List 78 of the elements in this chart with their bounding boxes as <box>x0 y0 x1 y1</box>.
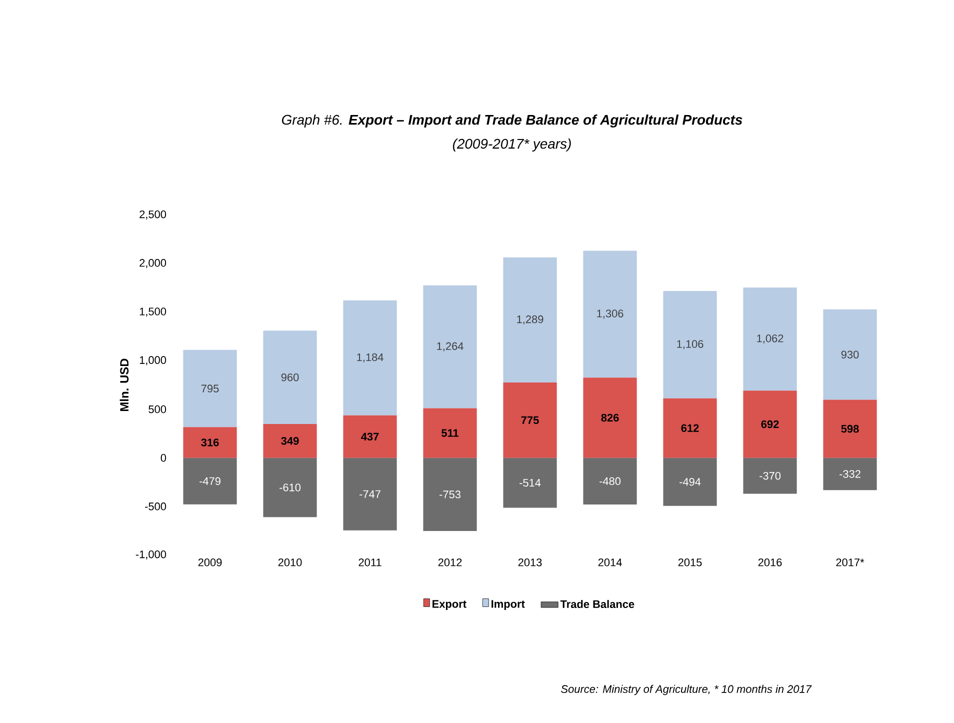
legend-label: Trade Balance <box>560 600 634 608</box>
data-label: 960 <box>281 373 299 382</box>
bar <box>583 250 637 378</box>
data-label: -494 <box>680 478 701 486</box>
x-tick-label: 2014 <box>598 558 622 566</box>
x-tick-label: 2015 <box>678 558 702 566</box>
x-tick-label: 2013 <box>518 558 542 566</box>
y-tick-label: -500 <box>145 502 166 510</box>
data-label: 1,184 <box>357 353 384 362</box>
y-tick-label: 0 <box>160 454 166 462</box>
data-label: -747 <box>360 490 380 498</box>
data-label: 795 <box>201 384 219 392</box>
data-label: -332 <box>840 470 860 478</box>
x-tick-label: 2009 <box>198 558 222 566</box>
bar <box>743 458 797 494</box>
data-label: 1,062 <box>757 334 784 344</box>
bar <box>343 300 397 416</box>
bar <box>823 400 877 458</box>
bar <box>423 458 477 531</box>
bar <box>663 398 717 458</box>
data-label: 511 <box>442 429 459 437</box>
bar <box>503 257 557 383</box>
bar <box>183 350 237 428</box>
x-tick-label: 2011 <box>358 558 382 566</box>
y-tick-label: 500 <box>148 405 166 414</box>
data-label: 349 <box>281 437 299 445</box>
data-label: -514 <box>520 478 541 487</box>
data-label: 930 <box>841 350 859 358</box>
data-label: 1,106 <box>677 340 704 350</box>
y-tick-label: 1,000 <box>140 356 166 366</box>
data-label: -480 <box>600 477 621 486</box>
bar <box>343 458 397 530</box>
x-tick-label: 2017* <box>836 558 864 566</box>
data-label: 1,289 <box>517 315 544 324</box>
data-label: 612 <box>681 424 699 432</box>
bar <box>503 382 557 458</box>
bar <box>423 408 477 458</box>
bar <box>583 458 637 504</box>
data-label: 316 <box>201 438 219 446</box>
bar <box>743 287 797 391</box>
bar <box>423 285 477 408</box>
data-label: 437 <box>361 432 379 441</box>
bar <box>183 427 237 458</box>
chart-subtitle: (2009-2017* years) <box>452 138 571 152</box>
bar <box>503 458 557 508</box>
y-tick-label: 2,500 <box>140 210 166 220</box>
y-tick-label: 1,500 <box>140 308 166 317</box>
bar <box>823 309 877 400</box>
data-label: -370 <box>760 472 781 480</box>
data-label: 1,264 <box>437 342 464 352</box>
bar <box>823 458 877 490</box>
data-label: 826 <box>601 414 619 422</box>
data-label: -753 <box>440 490 460 498</box>
x-tick-label: 2016 <box>758 558 782 566</box>
data-label: 598 <box>841 424 859 433</box>
legend-label: Import <box>492 600 525 610</box>
bar <box>663 458 717 506</box>
bar <box>263 330 317 424</box>
y-axis-title: Mln. USD <box>120 358 129 411</box>
x-tick-label: 2012 <box>438 558 462 566</box>
source-note: Source: Ministry of Agriculture, * 10 months in 2017 <box>561 684 812 696</box>
bar <box>743 390 797 458</box>
bar <box>343 415 397 458</box>
x-tick-label: 2010 <box>278 558 302 566</box>
data-label: 692 <box>761 420 779 428</box>
y-tick-label: -1,000 <box>136 550 166 560</box>
bar <box>663 290 717 398</box>
data-label: 775 <box>521 416 539 424</box>
bar <box>263 424 317 458</box>
y-tick-label: 2,000 <box>140 259 166 268</box>
data-label: 1,306 <box>597 310 624 319</box>
data-label: -479 <box>200 477 220 485</box>
bar <box>183 458 237 504</box>
bar <box>583 378 637 458</box>
chart-title: Graph #6. Export – Import and Trade Balance of Agricultural Products <box>282 114 742 128</box>
legend-label: Export <box>432 600 466 610</box>
bar <box>263 458 317 518</box>
data-label: -610 <box>280 484 301 492</box>
